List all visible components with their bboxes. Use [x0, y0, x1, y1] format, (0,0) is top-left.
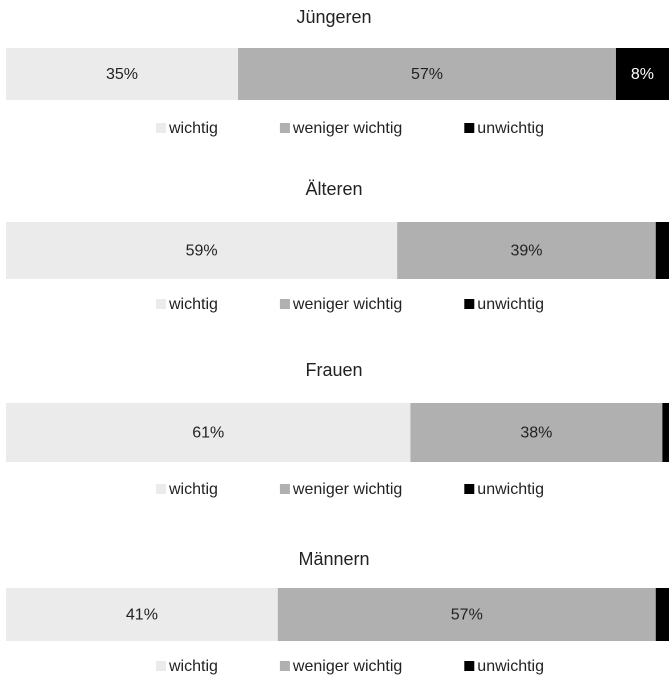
value-label: 61%	[192, 425, 224, 442]
bar-segment	[655, 222, 669, 279]
legend-label: wichtig	[168, 296, 218, 313]
bar-segment	[6, 403, 411, 462]
value-label: 57%	[451, 607, 483, 624]
legend-swatch	[279, 661, 290, 671]
legend-label: unwichtig	[477, 481, 544, 498]
chart-title: Männern	[298, 549, 369, 569]
value-label: 57%	[411, 66, 443, 83]
legend-swatch	[464, 661, 475, 671]
legend-swatch	[156, 299, 166, 309]
legend: wichtig weniger wichtig unwichtig	[156, 481, 544, 498]
legend-label: unwichtig	[477, 296, 544, 313]
bar-segment	[238, 48, 616, 100]
value-label: 41%	[126, 607, 158, 624]
legend-swatch	[464, 299, 475, 309]
legend-label: weniger wichtig	[292, 120, 402, 137]
legend-label: weniger wichtig	[292, 481, 402, 498]
chart-title: Älteren	[305, 179, 362, 199]
legend-swatch	[156, 484, 166, 494]
bar-segment	[410, 403, 663, 462]
legend-label: unwichtig	[477, 658, 544, 675]
chart-title: Frauen	[305, 360, 362, 380]
value-label: 8%	[631, 66, 654, 83]
legend-label: wichtig	[168, 481, 218, 498]
value-label: 38%	[520, 425, 552, 442]
legend-swatch	[464, 484, 475, 494]
legend-swatch	[279, 299, 290, 309]
value-label: 59%	[186, 243, 218, 260]
legend-swatch	[464, 123, 475, 133]
legend: wichtig weniger wichtig unwichtig	[156, 296, 544, 313]
bar-segment	[6, 222, 398, 279]
bar-segment	[277, 588, 656, 641]
legend-swatch	[279, 484, 290, 494]
bar-segment	[615, 48, 669, 100]
bar-segment	[6, 588, 278, 641]
chart-title: Jüngeren	[296, 7, 371, 27]
value-label: 39%	[510, 243, 542, 260]
legend: wichtig weniger wichtig unwichtig	[156, 658, 544, 675]
value-label: 35%	[106, 66, 138, 83]
legend-label: wichtig	[168, 658, 218, 675]
bar-segment	[6, 48, 239, 100]
legend-label: wichtig	[168, 120, 218, 137]
legend-label: weniger wichtig	[292, 296, 402, 313]
bar-segment	[662, 403, 669, 462]
legend-swatch	[156, 123, 166, 133]
bar-segment	[655, 588, 669, 641]
legend-swatch	[156, 661, 166, 671]
legend-label: weniger wichtig	[292, 658, 402, 675]
legend: wichtig weniger wichtig unwichtig	[156, 120, 544, 137]
legend-label: unwichtig	[477, 120, 544, 137]
bar-segment	[397, 222, 656, 279]
legend-swatch	[279, 123, 290, 133]
